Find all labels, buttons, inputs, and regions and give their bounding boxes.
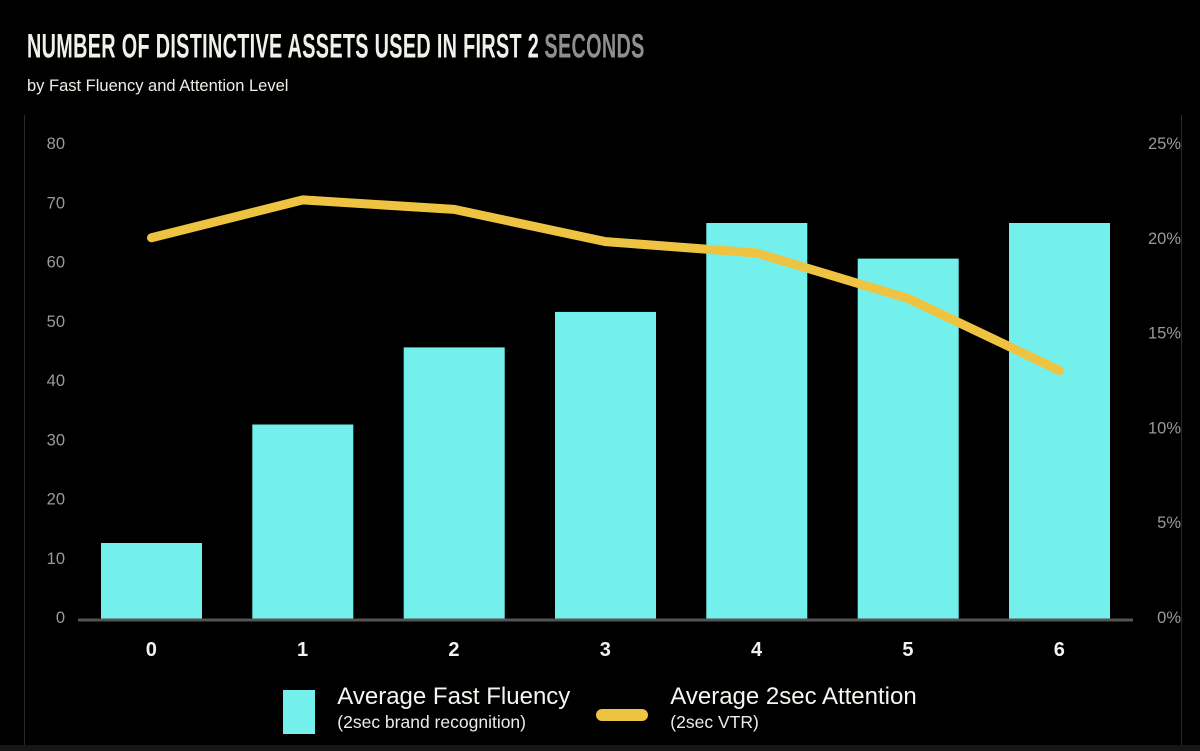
x-axis-label-4: 4 xyxy=(751,639,763,661)
x-axis-label-6: 6 xyxy=(1054,639,1066,661)
x-axis-label-0: 0 xyxy=(146,639,158,661)
bottom-edge-strip xyxy=(0,745,1200,751)
bar-2 xyxy=(403,347,505,620)
page-title: NUMBER OF DISTINCTIVE ASSETS USED IN FIR… xyxy=(27,27,963,66)
left-axis-tick-50: 50 xyxy=(47,313,65,331)
x-axis-label-5: 5 xyxy=(902,639,914,661)
right-axis-tick-5%: 5% xyxy=(1157,514,1181,532)
chart-card: 0 10 20 30 40 50 60 70 80 0% 5% 10% 15% 20% 25% 0 1 2 3 4 5 6 xyxy=(24,115,1182,751)
x-axis-label-2: 2 xyxy=(448,639,460,661)
right-axis-tick-15%: 15% xyxy=(1148,325,1181,343)
x-axis-label-1: 1 xyxy=(297,639,309,661)
legend-item-attention: Average 2sec Attention (2sec VTR) xyxy=(596,682,917,734)
chart-legend: Average Fast Fluency (2sec brand recogni… xyxy=(0,682,1200,734)
left-axis-tick-20: 20 xyxy=(47,491,65,509)
left-axis-tick-70: 70 xyxy=(47,194,65,212)
left-axis-tick-10: 10 xyxy=(47,550,65,568)
left-axis-tick-0: 0 xyxy=(56,609,65,627)
combo-chart: 0 10 20 30 40 50 60 70 80 0% 5% 10% 15% 20% 25% 0 1 2 3 4 5 6 xyxy=(47,135,1182,661)
attention-line xyxy=(147,195,1064,375)
bar-3 xyxy=(555,311,656,620)
right-axis-tick-25%: 25% xyxy=(1148,135,1181,153)
line-series-swatch xyxy=(596,709,649,721)
x-axis-label-3: 3 xyxy=(600,639,612,661)
legend-item-fast-fluency: Average Fast Fluency (2sec brand recogni… xyxy=(283,682,570,734)
right-axis-tick-0%: 0% xyxy=(1157,609,1181,627)
left-axis-tick-30: 30 xyxy=(47,431,65,449)
bar-6 xyxy=(1009,223,1110,620)
legend-label-attention: Average 2sec Attention xyxy=(670,683,917,710)
left-axis-tick-60: 60 xyxy=(47,254,65,272)
page-subtitle: by Fast Fluency and Attention Level xyxy=(27,77,289,95)
left-axis-tick-40: 40 xyxy=(47,372,65,390)
legend-sublabel-attention: (2sec VTR) xyxy=(670,712,759,732)
page-title-accent: SECONDS xyxy=(544,27,645,66)
bar-0 xyxy=(101,543,202,620)
page-title-main: NUMBER OF DISTINCTIVE ASSETS USED IN FIR… xyxy=(27,27,540,66)
legend-label-fast-fluency: Average Fast Fluency xyxy=(337,683,571,710)
left-axis-tick-80: 80 xyxy=(47,135,65,153)
right-axis-tick-10%: 10% xyxy=(1148,419,1181,437)
right-axis-tick-20%: 20% xyxy=(1148,230,1181,248)
bar-4 xyxy=(706,223,808,620)
legend-sublabel-fast-fluency: (2sec brand recognition) xyxy=(337,712,526,732)
bar-1 xyxy=(252,424,354,620)
bar-series-swatch xyxy=(283,690,316,734)
